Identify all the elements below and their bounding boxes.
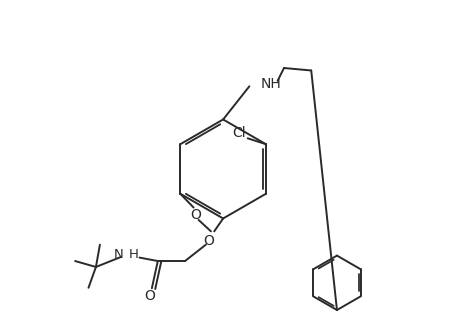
Text: NH: NH [260, 77, 281, 91]
Text: Cl: Cl [232, 126, 245, 140]
Text: O: O [144, 289, 155, 303]
Text: N: N [114, 248, 123, 261]
Text: O: O [191, 208, 202, 222]
Text: O: O [203, 234, 214, 248]
Text: H: H [129, 248, 138, 261]
